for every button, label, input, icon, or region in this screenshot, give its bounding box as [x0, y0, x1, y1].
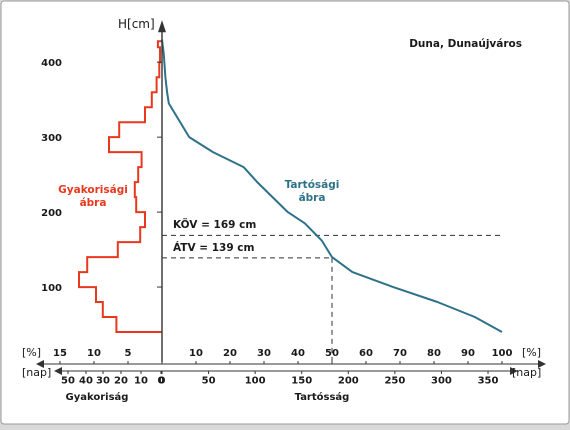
left-day-tick-label: 0 [158, 375, 165, 386]
percent-tick-label: 60 [359, 348, 373, 359]
left-day-tick-label: 10 [134, 375, 148, 386]
frequency-series-label: ábra [80, 197, 107, 209]
right-percent-unit: [%] [522, 346, 541, 359]
percent-tick-label: 70 [393, 348, 407, 359]
percent-tick-label: 100 [492, 348, 513, 359]
left-axis-caption: Gyakoriság [66, 391, 129, 403]
percent-tick-label: 20 [223, 348, 237, 359]
left-percent-tick-label: 5 [125, 348, 132, 359]
duration-series-label: Tartósági [285, 179, 340, 191]
right-axis-caption: Tartósság [295, 391, 350, 403]
left-day-tick-label: 20 [114, 375, 128, 386]
day-tick-label: 200 [338, 375, 359, 386]
location-label: Duna, Dunaújváros [409, 38, 522, 50]
day-axis-left-arrow [54, 367, 62, 375]
day-tick-label: 0 [159, 375, 166, 386]
percent-tick-label: 80 [427, 348, 441, 359]
y-tick-label: 300 [41, 133, 62, 144]
percent-tick-label: 30 [257, 348, 271, 359]
left-day-unit: [nap] [22, 366, 51, 379]
day-tick-label: 150 [291, 375, 312, 386]
y-tick-label: 100 [41, 283, 62, 294]
day-axis-right-arrow [510, 367, 518, 375]
left-percent-tick-label: 15 [53, 348, 67, 359]
reference-lines [162, 234, 502, 364]
left-percent-unit: [%] [22, 346, 41, 359]
y-axis-label: H[cm] [118, 17, 155, 31]
left-day-tick-label: 30 [96, 375, 110, 386]
percent-tick-label: 10 [189, 348, 203, 359]
frequency-series-label: Gyakorisági [58, 184, 128, 196]
y-tick-label: 400 [41, 58, 62, 69]
day-tick-label: 50 [202, 375, 216, 386]
duration-series-label: ábra [299, 192, 326, 204]
left-day-tick-label: 40 [79, 375, 93, 386]
duration-curve [161, 39, 503, 333]
kov-label: KÖV = 169 cm [173, 217, 256, 231]
day-tick-label: 300 [431, 375, 452, 386]
left-day-tick-label: 50 [61, 375, 75, 386]
right-day-unit: [nap] [512, 366, 541, 379]
y-axis-arrow [158, 20, 166, 33]
percent-tick-label: 90 [461, 348, 475, 359]
y-tick-label: 200 [41, 208, 62, 219]
percent-axis-left-arrow [36, 360, 44, 368]
left-percent-tick-label: 10 [87, 348, 101, 359]
day-tick-label: 250 [384, 375, 405, 386]
percent-tick-label: 40 [291, 348, 305, 359]
day-tick-label: 100 [245, 375, 266, 386]
axes [36, 20, 546, 375]
frequency-histogram [78, 40, 162, 333]
day-tick-label: 350 [478, 375, 499, 386]
percent-axis-right-arrow [538, 360, 546, 368]
frequency-series [78, 40, 162, 333]
atv-label: ÁTV = 139 cm [173, 241, 255, 254]
percent-tick-label: 50 [325, 348, 339, 359]
duration-series [161, 39, 503, 333]
